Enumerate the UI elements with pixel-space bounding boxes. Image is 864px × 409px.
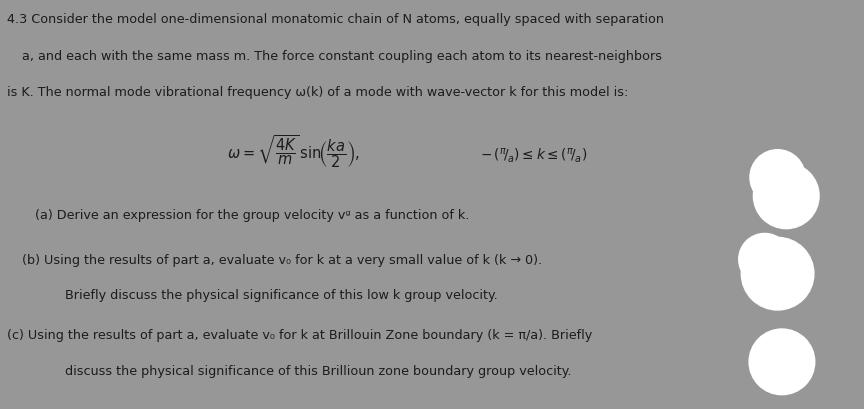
Text: $\omega = \sqrt{\dfrac{4K}{m}}\,\mathrm{sin}\!\left(\dfrac{ka}{2}\right),$: $\omega = \sqrt{\dfrac{4K}{m}}\,\mathrm{… bbox=[227, 133, 360, 170]
Text: is K. The normal mode vibrational frequency ω(k) of a mode with wave-vector k fo: is K. The normal mode vibrational freque… bbox=[7, 86, 628, 99]
Text: (b) Using the results of part a, evaluate v₀ for k at a very small value of k (k: (b) Using the results of part a, evaluat… bbox=[22, 254, 542, 267]
Ellipse shape bbox=[750, 151, 805, 205]
Text: (c) Using the results of part a, evaluate v₀ for k at Brillouin Zone boundary (k: (c) Using the results of part a, evaluat… bbox=[7, 328, 592, 341]
Ellipse shape bbox=[749, 329, 815, 395]
Ellipse shape bbox=[739, 234, 791, 285]
Text: a, and each with the same mass m. The force constant coupling each atom to its n: a, and each with the same mass m. The fo… bbox=[22, 50, 662, 63]
Ellipse shape bbox=[741, 238, 814, 310]
Text: (a) Derive an expression for the group velocity vᵍ as a function of k.: (a) Derive an expression for the group v… bbox=[35, 209, 469, 222]
Text: 4.3 Consider the model one-dimensional monatomic chain of N atoms, equally space: 4.3 Consider the model one-dimensional m… bbox=[7, 13, 664, 26]
Text: Briefly discuss the physical significance of this low k group velocity.: Briefly discuss the physical significanc… bbox=[65, 288, 498, 301]
Ellipse shape bbox=[753, 164, 819, 229]
Text: discuss the physical significance of this Brillioun zone boundary group velocity: discuss the physical significance of thi… bbox=[65, 364, 571, 377]
Text: $-\,(^{\pi}\!/_{a}) \leq k \leq (^{\pi}\!/_{a})$: $-\,(^{\pi}\!/_{a}) \leq k \leq (^{\pi}\… bbox=[480, 146, 587, 164]
